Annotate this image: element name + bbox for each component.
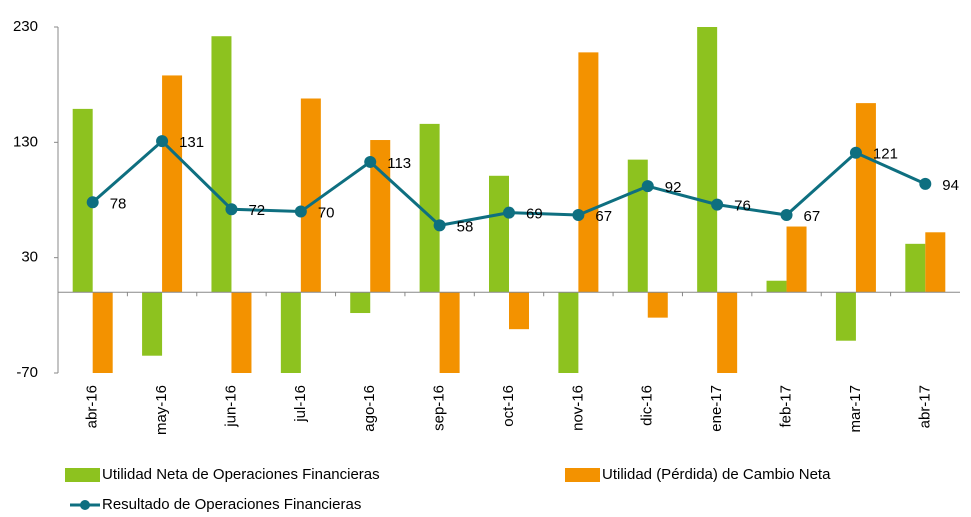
bar <box>766 280 787 293</box>
legend-swatch <box>65 468 100 482</box>
data-label: 69 <box>526 206 543 223</box>
bar <box>627 159 648 293</box>
line-point <box>294 205 307 218</box>
data-label: 67 <box>595 208 612 225</box>
line-point <box>433 219 446 232</box>
line-point <box>919 177 932 190</box>
x-tick-label: sep-16 <box>431 385 448 431</box>
data-label: 72 <box>248 202 265 219</box>
legend-swatch <box>80 500 90 510</box>
bar <box>697 27 718 293</box>
bar <box>370 140 391 293</box>
bar <box>925 232 946 293</box>
legend-label: Utilidad Neta de Operaciones Financieras <box>102 466 380 483</box>
bar <box>489 175 509 293</box>
line-point <box>86 196 99 209</box>
data-label: 78 <box>110 195 127 212</box>
y-tick-label: 130 <box>13 133 38 150</box>
line-point <box>711 198 724 211</box>
line-point <box>572 208 585 221</box>
bar <box>280 292 301 373</box>
data-label: 67 <box>804 208 821 225</box>
data-label: 76 <box>734 198 751 215</box>
bar <box>350 292 371 314</box>
bar <box>419 123 440 293</box>
data-label: 113 <box>387 155 411 172</box>
x-tick-label: mar-17 <box>847 385 864 433</box>
bar <box>558 292 579 373</box>
x-tick-label: ene-17 <box>708 385 725 432</box>
y-tick-label: 30 <box>21 249 38 266</box>
bar <box>835 292 856 341</box>
bar <box>578 52 599 293</box>
x-tick-label: feb-17 <box>778 385 795 428</box>
x-tick-label: dic-16 <box>639 385 656 426</box>
bar <box>162 75 183 293</box>
bar <box>509 292 529 330</box>
data-label: 121 <box>873 146 898 163</box>
y-tick-label: -70 <box>16 364 38 381</box>
line-point <box>849 146 862 159</box>
data-label: 94 <box>942 177 959 194</box>
x-tick-label: may-16 <box>153 385 170 435</box>
x-tick-label: nov-16 <box>569 385 586 431</box>
data-label: 70 <box>318 205 335 222</box>
legend-label: Utilidad (Pérdida) de Cambio Neta <box>602 466 831 483</box>
line-point <box>225 203 238 216</box>
x-tick-label: jul-16 <box>292 385 309 423</box>
bar <box>647 292 668 318</box>
data-label: 131 <box>179 134 204 151</box>
legend-label: Resultado de Operaciones Financieras <box>102 496 361 513</box>
x-tick-label: abr-17 <box>916 385 933 428</box>
line-point <box>364 155 377 168</box>
x-tick-label: jun-16 <box>222 385 239 428</box>
bar <box>717 292 738 373</box>
line-point <box>780 208 793 221</box>
bar <box>231 292 252 373</box>
bar <box>855 103 876 293</box>
y-tick-label: 230 <box>13 18 38 35</box>
bar <box>142 292 163 356</box>
bar <box>439 292 460 373</box>
bar <box>211 36 232 293</box>
bar <box>300 98 321 293</box>
line-point <box>503 206 515 219</box>
bar <box>92 292 113 373</box>
bar <box>786 226 807 293</box>
x-tick-label: ago-16 <box>361 385 378 432</box>
line-point <box>156 135 169 148</box>
bar <box>905 243 926 293</box>
bar <box>72 108 93 293</box>
line-point <box>641 180 654 193</box>
data-label: 58 <box>457 218 474 235</box>
legend-swatch <box>565 468 600 482</box>
x-tick-label: oct-16 <box>500 385 517 427</box>
x-tick-label: abr-16 <box>84 385 101 428</box>
data-label: 92 <box>665 179 682 196</box>
